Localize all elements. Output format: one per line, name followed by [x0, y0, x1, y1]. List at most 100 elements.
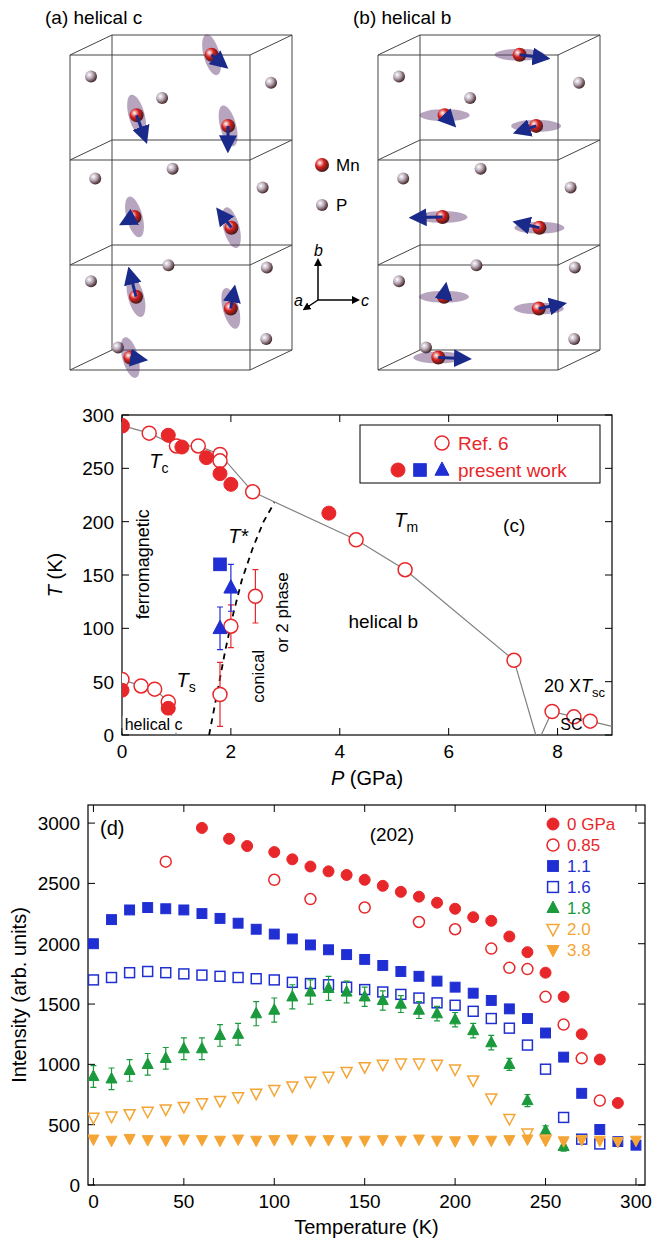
spin-plane — [198, 32, 224, 77]
point — [558, 991, 569, 1002]
point — [142, 1107, 153, 1117]
spin-arrow — [520, 55, 542, 58]
x-tick — [183, 1178, 184, 1185]
p-atom — [260, 333, 272, 345]
point — [545, 705, 559, 719]
x-tick — [545, 1178, 546, 1185]
point — [215, 971, 225, 981]
text-part: T* — [228, 525, 249, 547]
spin-plane — [218, 286, 244, 331]
point — [196, 1042, 207, 1052]
p-atom — [397, 172, 409, 184]
x-tick — [230, 415, 231, 422]
point — [395, 1136, 406, 1146]
point — [486, 1036, 497, 1046]
spin-arrow — [226, 126, 229, 144]
label-patch — [123, 716, 185, 733]
spin-plane — [123, 93, 149, 138]
point — [269, 929, 279, 939]
legend: 0 GPa0.851.11.61.82.03.8 — [547, 815, 616, 960]
y-tick — [122, 521, 129, 522]
point — [199, 451, 213, 465]
x-tick-label: 0 — [117, 741, 128, 762]
p-atom — [393, 71, 405, 83]
point — [612, 1137, 623, 1147]
point — [178, 1042, 189, 1052]
point — [432, 1060, 443, 1070]
x-tick — [183, 805, 184, 812]
point — [248, 589, 262, 603]
point — [305, 940, 315, 950]
atom-legend-label: Mn — [336, 156, 360, 175]
panel-title: (a) helical c — [45, 7, 142, 28]
point — [523, 1014, 533, 1024]
point — [504, 962, 515, 973]
point — [450, 1137, 461, 1147]
point — [504, 1023, 514, 1033]
point — [576, 1136, 587, 1146]
x-tick — [455, 1178, 456, 1185]
point — [233, 973, 243, 983]
y-axis-title: T (K) — [44, 553, 66, 597]
point — [594, 1054, 605, 1065]
point — [197, 909, 207, 919]
x-tick — [448, 415, 449, 422]
spin-plane — [413, 352, 463, 364]
panel-label: (d) — [100, 817, 124, 839]
legend-label: 1.1 — [567, 857, 591, 876]
subscript: c — [161, 460, 168, 476]
spin-plane — [218, 205, 244, 250]
p-atom — [568, 333, 580, 345]
mn-atom — [128, 210, 142, 224]
cell-edge — [70, 140, 292, 160]
p-atom — [85, 275, 97, 287]
y-tick — [605, 681, 612, 682]
y-tick — [638, 1185, 645, 1186]
cell-edge — [70, 245, 292, 265]
text-part: conical — [249, 650, 268, 703]
spin-plane — [514, 302, 564, 314]
point — [507, 653, 521, 667]
legend-marker — [414, 464, 427, 477]
p-atom — [265, 77, 277, 89]
subscript: m — [406, 519, 418, 535]
point — [522, 1135, 533, 1145]
point — [377, 1136, 388, 1146]
spin-plane — [121, 195, 147, 240]
atom-legend-marker — [316, 199, 328, 211]
unit-cell — [378, 35, 600, 370]
point — [341, 986, 352, 996]
point — [359, 1136, 370, 1146]
p-atom — [393, 275, 405, 287]
point — [413, 1135, 424, 1145]
point — [215, 913, 225, 923]
annotation: or 2 phase — [273, 572, 292, 652]
y-tick — [88, 1004, 95, 1005]
point — [395, 886, 406, 897]
legend-label: 1.6 — [567, 878, 591, 897]
axis-arrow — [306, 300, 318, 308]
annotation: (c) — [503, 515, 525, 536]
axis-arrow — [317, 262, 319, 300]
spin-plane — [215, 104, 241, 149]
x-tick — [455, 805, 456, 812]
text-part: ferromagnetic — [133, 509, 153, 619]
point — [413, 1004, 424, 1014]
point — [122, 419, 129, 433]
point — [540, 1136, 551, 1146]
point — [324, 945, 334, 955]
point — [450, 903, 461, 914]
point — [450, 982, 460, 992]
point — [122, 683, 129, 697]
point — [242, 841, 253, 852]
x-tick — [339, 728, 340, 735]
annotation: T* — [228, 525, 249, 547]
y-tick — [605, 575, 612, 576]
spin-arrow — [137, 115, 144, 135]
p-atom — [475, 163, 487, 175]
point — [160, 1136, 171, 1146]
point — [124, 1110, 135, 1120]
annotation: Tm — [394, 509, 418, 535]
cell-edge — [558, 55, 559, 370]
point — [125, 968, 135, 978]
